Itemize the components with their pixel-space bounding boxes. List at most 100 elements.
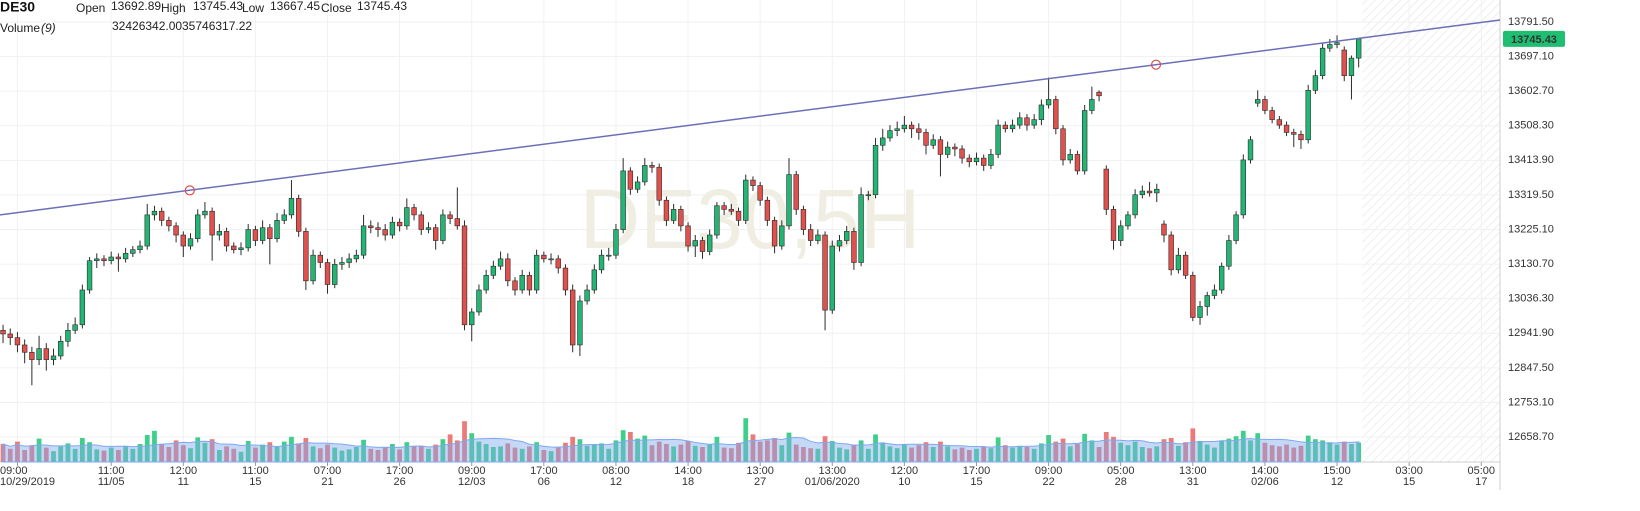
candle-body (613, 229, 619, 256)
candle-body (50, 355, 57, 360)
volume-bar (635, 438, 640, 462)
x-tick-label: 13:00 (819, 465, 847, 477)
volume-bar (397, 449, 403, 462)
x-tick-label: 13:00 (746, 465, 774, 477)
volume-bar (58, 446, 64, 462)
volume-bar (1327, 442, 1333, 462)
volume-bar (664, 444, 669, 462)
candle-body (562, 267, 569, 291)
volume-bar (1031, 448, 1037, 462)
x-tick-label: 15 (249, 476, 261, 488)
volume-bar (382, 447, 388, 462)
volume-bar (1002, 445, 1008, 462)
candle-body (108, 256, 114, 261)
candle-body (973, 157, 980, 163)
candle-body (1060, 128, 1066, 161)
x-tick-label: 06 (538, 476, 550, 488)
volume-bar (995, 437, 1001, 462)
volume-bar (844, 449, 850, 462)
volume-value: 32426342.00 (112, 19, 182, 33)
volume-bar (620, 430, 626, 462)
volume-bar (404, 442, 410, 462)
high-value: 13745.43 (193, 0, 243, 13)
candle-body (231, 245, 237, 250)
candle-body (800, 209, 807, 230)
volume-bar (1276, 446, 1282, 462)
y-tick-label: 13225.10 (1508, 223, 1554, 235)
candle-body (836, 240, 843, 247)
candle-body (1110, 209, 1117, 241)
candle-body (526, 275, 533, 291)
candle-body (1276, 119, 1283, 126)
volume-bar (440, 439, 446, 462)
candle-body (1341, 49, 1347, 76)
volume-bar (209, 439, 215, 462)
volume-bar (1060, 438, 1066, 462)
candle-body (807, 229, 814, 241)
volume-bar (418, 445, 424, 462)
volume-bar (1147, 448, 1152, 462)
volume-bar (534, 442, 540, 462)
candle-body (101, 258, 107, 261)
volume-bar (1139, 447, 1145, 462)
volume-bar (981, 446, 987, 462)
volume-bar (721, 447, 727, 462)
candle-body (533, 254, 540, 291)
volume-bar (541, 450, 547, 462)
volume-bar (642, 435, 648, 462)
symbol: DE30 (0, 0, 35, 15)
candle-body (389, 221, 396, 236)
candle-body (786, 174, 792, 227)
x-tick-label: 09:00 (458, 465, 486, 477)
volume-bar (166, 447, 172, 462)
volume-bar (426, 448, 431, 462)
candle-body (238, 247, 244, 250)
volume-bar (512, 447, 518, 462)
volume-bar (952, 449, 958, 462)
volume-bar (346, 449, 352, 462)
candle-body (728, 209, 735, 212)
volume-bar (188, 448, 193, 462)
volume-bar (65, 443, 71, 462)
candle-body (288, 198, 295, 216)
volume-bar (1125, 445, 1131, 462)
candle-body (735, 210, 742, 221)
candle-body (1125, 214, 1131, 227)
volume-bar (1305, 435, 1311, 462)
volume-bar (938, 441, 943, 462)
candle-body (598, 254, 605, 271)
x-tick-label: 14:00 (1251, 465, 1279, 477)
volume-bar (173, 440, 179, 462)
candle-body (267, 227, 273, 240)
candle-body (1182, 254, 1189, 276)
volume-bar (202, 442, 208, 462)
volume-bar (728, 448, 734, 462)
candle-body (339, 262, 345, 265)
y-tick-label: 12658.70 (1508, 431, 1554, 443)
volume-bar (527, 446, 532, 462)
volume-bar (339, 450, 345, 462)
volume-bar (1067, 446, 1073, 462)
volume-bar (1255, 433, 1261, 462)
volume-bar (253, 447, 258, 462)
volume-bar (505, 443, 511, 462)
open-label: Open (76, 1, 105, 15)
volume-bar (822, 436, 828, 462)
candle-body (1355, 38, 1362, 59)
x-tick-label: 17:00 (530, 465, 558, 477)
candle-body (1103, 168, 1109, 210)
candle-body (122, 253, 129, 260)
candle-body (1247, 139, 1254, 161)
volume-bar (1349, 444, 1354, 462)
volume-bar (7, 448, 13, 462)
volume-bar (1226, 438, 1232, 462)
volume-bar (238, 451, 244, 462)
candle-body (750, 179, 756, 186)
candle-body (497, 258, 504, 267)
candle-body (1139, 190, 1146, 196)
volume-bar (1089, 440, 1095, 462)
candle-body (144, 214, 150, 247)
candle-body (966, 157, 972, 163)
volume-bar (1024, 447, 1030, 462)
candle-body (151, 210, 158, 216)
